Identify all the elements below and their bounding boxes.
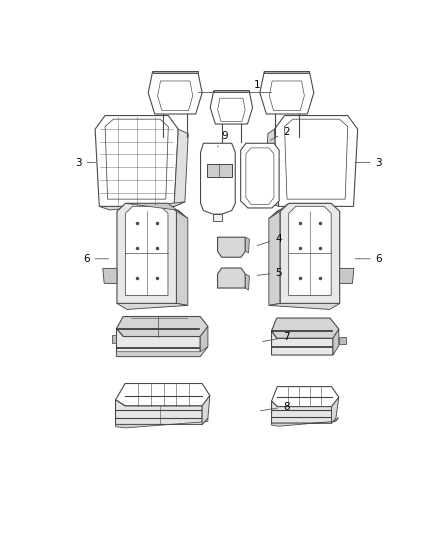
Polygon shape: [298, 206, 308, 214]
Text: 9: 9: [218, 131, 228, 147]
Polygon shape: [116, 418, 208, 428]
Polygon shape: [272, 386, 339, 407]
Polygon shape: [125, 206, 168, 295]
Polygon shape: [339, 336, 346, 344]
Polygon shape: [213, 214, 222, 221]
Polygon shape: [264, 71, 310, 73]
Text: 1: 1: [254, 80, 260, 90]
Polygon shape: [269, 203, 331, 219]
Polygon shape: [112, 335, 117, 343]
Polygon shape: [272, 401, 332, 423]
Polygon shape: [201, 143, 235, 214]
Text: 3: 3: [355, 158, 382, 167]
Text: 5: 5: [257, 268, 282, 278]
Polygon shape: [265, 129, 279, 206]
Text: 8: 8: [260, 401, 290, 411]
Polygon shape: [240, 143, 279, 208]
Polygon shape: [332, 398, 339, 423]
Polygon shape: [214, 90, 249, 92]
Polygon shape: [289, 206, 331, 295]
Text: 2: 2: [270, 127, 290, 140]
Polygon shape: [174, 129, 188, 206]
Polygon shape: [177, 212, 188, 305]
Polygon shape: [260, 71, 314, 114]
Polygon shape: [275, 116, 358, 206]
Polygon shape: [340, 269, 354, 284]
Polygon shape: [333, 329, 339, 355]
Polygon shape: [245, 274, 249, 290]
Text: 6: 6: [83, 254, 109, 264]
Polygon shape: [116, 384, 210, 406]
Polygon shape: [325, 206, 334, 214]
Polygon shape: [95, 116, 178, 206]
Polygon shape: [269, 212, 280, 305]
Polygon shape: [269, 303, 340, 310]
Polygon shape: [200, 327, 208, 357]
Polygon shape: [210, 91, 253, 124]
Polygon shape: [218, 237, 245, 257]
Polygon shape: [117, 303, 188, 310]
Polygon shape: [116, 400, 202, 424]
Polygon shape: [117, 317, 208, 336]
Polygon shape: [152, 71, 198, 73]
Polygon shape: [103, 269, 117, 284]
Polygon shape: [148, 71, 202, 114]
Polygon shape: [202, 395, 210, 424]
Polygon shape: [99, 202, 185, 210]
Polygon shape: [125, 203, 188, 219]
Polygon shape: [117, 203, 177, 303]
Text: 6: 6: [355, 254, 382, 264]
Text: 4: 4: [257, 234, 282, 246]
Text: 7: 7: [263, 332, 290, 342]
Polygon shape: [117, 328, 200, 357]
Polygon shape: [280, 203, 340, 303]
Polygon shape: [245, 237, 249, 253]
Polygon shape: [272, 331, 333, 355]
Polygon shape: [218, 268, 245, 288]
Polygon shape: [117, 346, 208, 357]
Polygon shape: [272, 318, 339, 338]
Polygon shape: [272, 417, 339, 426]
Polygon shape: [207, 164, 232, 177]
Text: 3: 3: [75, 158, 95, 167]
